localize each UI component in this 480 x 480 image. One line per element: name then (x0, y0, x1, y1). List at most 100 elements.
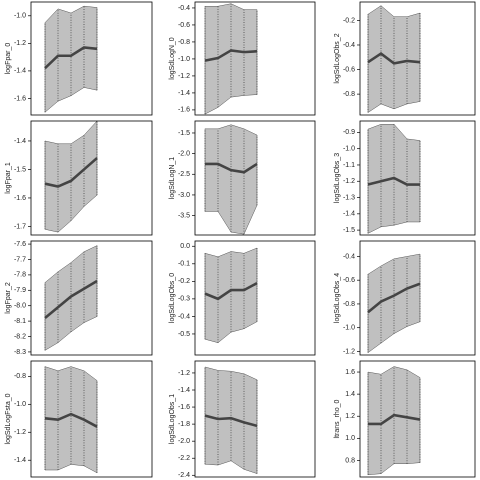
y-tick-label: -3.0 (178, 192, 190, 199)
y-tick-label: -0.4 (343, 42, 355, 49)
y-tick-label: -0.8 (343, 301, 355, 308)
y-tick-label: -1.2 (178, 370, 190, 377)
y-tick-label: -2.0 (178, 438, 190, 445)
panel-frame (194, 360, 316, 478)
median-line (367, 176, 420, 186)
y-tick-label: -8.1 (14, 318, 26, 325)
y-tick-label: -2.5 (178, 171, 190, 178)
y-tick-label: -8.0 (14, 303, 26, 310)
y-tick-label: -1.4 (14, 68, 26, 75)
y-axis-label: logSdLogObs_4 (334, 273, 341, 323)
y-tick-label: -1.2 (14, 40, 26, 47)
y-tick-label: -1.6 (178, 404, 190, 411)
panel-frame (30, 240, 153, 356)
y-tick-label: -0.3 (178, 296, 190, 303)
median-line (44, 279, 98, 320)
y-tick-label: -1.0 (14, 13, 26, 20)
y-tick-label: -0.8 (14, 373, 26, 380)
panel-frame (359, 1, 476, 116)
y-tick-label: -1.1 (343, 162, 355, 169)
y-tick-label: -1.5 (343, 227, 355, 234)
y-tick-label: 0.0 (180, 243, 190, 250)
y-axis-label: logSdLogFsta_0 (5, 393, 12, 444)
y-axis-label: logFpar_0 (5, 43, 12, 75)
y-tick-label: -1.4 (14, 457, 26, 464)
y-tick-label: -0.1 (178, 261, 190, 268)
y-tick-label: -3.5 (178, 212, 190, 219)
y-tick-label: -0.6 (343, 277, 355, 284)
y-tick-label: -7.7 (14, 256, 26, 263)
y-tick-label: -0.8 (343, 91, 355, 98)
panel-frame (194, 1, 316, 116)
y-axis-label: logSdLogObs_3 (334, 153, 341, 203)
median-line (205, 162, 258, 174)
y-tick-label: -1.2 (178, 73, 190, 80)
y-tick-label: -2.2 (178, 455, 190, 462)
y-tick-label: -2.4 (178, 472, 190, 479)
y-tick-label: -1.4 (178, 90, 190, 97)
median-line (204, 281, 258, 301)
y-tick-label: -1.2 (343, 348, 355, 355)
y-tick-label: -7.9 (14, 287, 26, 294)
y-axis-label: logSdLogObs_2 (334, 33, 341, 83)
median-line (44, 46, 98, 70)
y-tick-label: -1.6 (14, 195, 26, 202)
y-tick-label: -1.3 (343, 194, 355, 201)
y-axis-label: logFpar_1 (5, 162, 12, 194)
y-tick-label: 1.0 (345, 435, 355, 442)
y-axis-label: ltrans_rho_0 (334, 399, 341, 438)
panel-frame (359, 120, 476, 236)
y-tick-label: -1.4 (343, 211, 355, 218)
y-tick-label: -0.6 (343, 66, 355, 73)
median-line (367, 282, 421, 314)
y-tick-label: 1.6 (345, 369, 355, 376)
y-tick-label: 0.8 (345, 457, 355, 464)
y-tick-label: -1.0 (178, 56, 190, 63)
y-tick-label: -0.6 (178, 22, 190, 29)
y-tick-label: 1.4 (345, 391, 355, 398)
y-tick-label: -1.6 (178, 107, 190, 114)
y-tick-label: -0.4 (178, 313, 190, 320)
median-line (44, 157, 98, 188)
y-tick-label: -1.4 (14, 138, 26, 145)
panel-frame (194, 240, 316, 356)
panel-frame (359, 240, 476, 356)
y-tick-label: -1.7 (14, 223, 26, 230)
y-tick-label: -1.0 (14, 401, 26, 408)
y-tick-label: -0.9 (343, 129, 355, 136)
panel-frame (30, 1, 153, 116)
y-tick-label: -0.4 (343, 253, 355, 260)
y-tick-label: -8.3 (14, 349, 26, 356)
band (204, 247, 258, 343)
y-tick-label: -1.4 (178, 387, 190, 394)
median-line (367, 51, 421, 65)
y-tick-label: -1.8 (178, 421, 190, 428)
y-tick-label: 1.2 (345, 413, 355, 420)
y-tick-label: -0.2 (343, 17, 355, 24)
median-line (368, 413, 421, 426)
y-axis-label: logSdLogN_1 (169, 157, 176, 200)
y-tick-label: -0.5 (178, 331, 190, 338)
y-tick-label: -2.0 (178, 150, 190, 157)
median-line (44, 412, 98, 428)
panel-frame (194, 120, 316, 236)
y-tick-label: -0.2 (178, 278, 190, 285)
y-tick-label: -8.2 (14, 333, 26, 340)
panel-frame (30, 360, 153, 478)
y-tick-label: -7.6 (14, 241, 26, 248)
y-tick-label: -1.5 (178, 130, 190, 137)
y-tick-label: -7.8 (14, 272, 26, 279)
y-axis-label: logFpar_2 (5, 282, 12, 314)
median-line (204, 414, 258, 428)
y-axis-label: logSdLogN_0 (169, 37, 176, 80)
band (367, 5, 421, 114)
y-tick-label: -1.0 (343, 146, 355, 153)
y-tick-label: -1.2 (343, 178, 355, 185)
panel-frame (30, 120, 153, 236)
median-line (204, 49, 258, 62)
y-tick-label: -1.6 (14, 95, 26, 102)
y-tick-label: -1.5 (14, 166, 26, 173)
y-tick-label: -1.2 (14, 429, 26, 436)
y-axis-label: logSdLogObs_1 (169, 394, 176, 444)
